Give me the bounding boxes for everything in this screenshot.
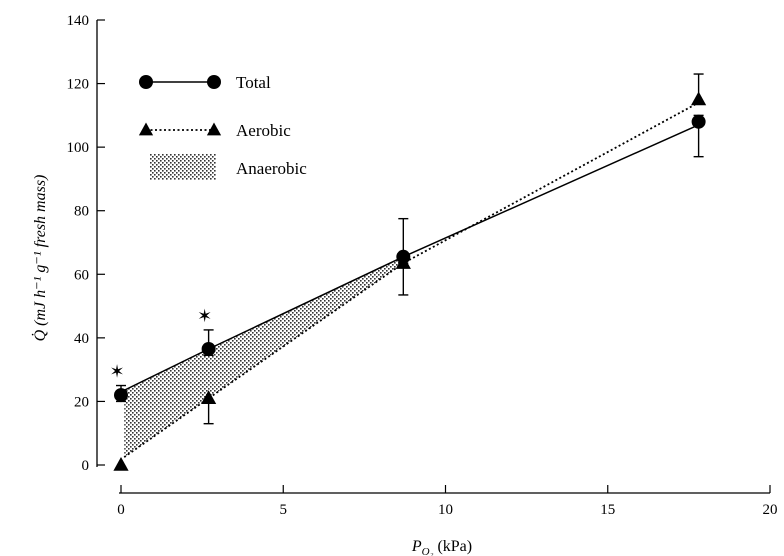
data-marks: ✶✶ [109, 73, 707, 471]
aerobic-point [691, 91, 707, 106]
significance-star: ✶ [109, 362, 124, 382]
y-tick-label: 80 [74, 204, 89, 220]
x-tick-label: 5 [280, 502, 288, 518]
x-axis-title: PO₂ (kPa) [411, 538, 472, 556]
y-tick-label: 0 [82, 458, 90, 474]
anaerobic-area-layer [124, 256, 404, 458]
y-tick-label: 20 [74, 394, 89, 410]
aerobic-point [395, 255, 411, 269]
x-tick-label: 20 [763, 502, 778, 518]
x-tick-label: 15 [600, 502, 615, 518]
axis-titles: PO₂ (kPa) Q̇ (mJ h⁻¹ g⁻¹ fresh mass) [31, 175, 472, 556]
legend-marker-total [139, 75, 153, 89]
aerobic-point [113, 457, 129, 471]
significance-star: ✶ [197, 306, 212, 326]
legend-swatch-anaerobic [150, 154, 216, 180]
y-tick-label: 140 [67, 13, 90, 29]
legend-marker-total [207, 75, 221, 89]
series-line-aerobic [123, 101, 700, 458]
x-tick-label: 0 [117, 502, 125, 518]
legend-label-anaerobic: Anaerobic [236, 159, 307, 178]
legend-marker-aerobic [138, 122, 154, 136]
aerobic-point [201, 390, 217, 405]
legend-label-aerobic: Aerobic [236, 121, 291, 140]
legend: Total Aerobic Anaerobic [138, 73, 307, 180]
anaerobic-area [124, 256, 404, 458]
x-tick-label: 10 [438, 502, 453, 518]
y-tick-label: 100 [67, 140, 90, 156]
series-line-total [123, 124, 699, 391]
y-tick-label: 60 [74, 267, 89, 283]
y-tick-label: 120 [67, 77, 90, 93]
legend-label-total: Total [236, 73, 271, 92]
y-tick-label: 40 [74, 331, 89, 347]
total-point [201, 341, 216, 356]
series-lines [123, 101, 700, 458]
y-axis-title: Q̇ (mJ h⁻¹ g⁻¹ fresh mass) [31, 175, 49, 342]
total-point [691, 114, 706, 129]
total-point [114, 388, 128, 403]
axes: 0 20 40 60 80 100 120 140 0 5 10 15 20 [67, 13, 778, 518]
legend-marker-aerobic [206, 122, 222, 136]
